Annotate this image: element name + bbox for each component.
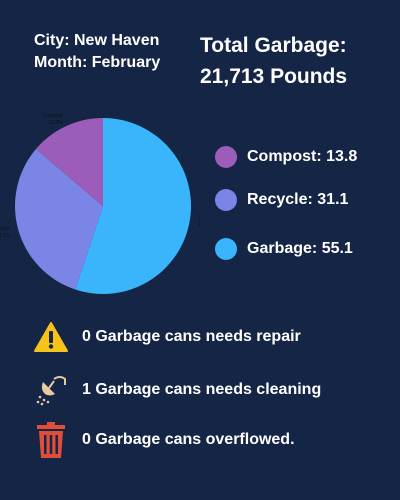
status-cleaning: 1 Garbage cans needs cleaning [32,371,321,409]
shower-icon [32,371,70,409]
pie-label-recycle-pct: 31.1% [0,233,11,239]
warning-icon [32,318,70,356]
legend-label-garbage: Garbage: 55.1 [247,240,353,257]
legend-dot-garbage [215,238,237,260]
legend-dot-compost [215,146,237,168]
total-value: 21,713 Pounds [200,65,348,88]
pie-slice-recycle [14,149,103,290]
pie-label-trash-pct: 55.1% [198,222,200,228]
legend-item-compost: Compost: 13.8 [215,146,357,168]
legend-label-compost: Compost: 13.8 [247,148,358,165]
total-title: Total Garbage: [200,34,347,57]
pie-label-recycle-name: Recycle [0,226,11,232]
city-label: City: New Haven [34,32,160,49]
legend-dot-recycle [215,189,237,211]
legend-label-recycle: Recycle: 31.1 [247,191,349,208]
status-overflow-text: 0 Garbage cans overflowed. [82,431,295,448]
pie-slice-trash [75,118,192,294]
status-overflow: 0 Garbage cans overflowed. [32,421,295,459]
legend-item-garbage: Garbage: 55.1 [215,238,353,260]
status-repair: 0 Garbage cans needs repair [32,318,301,356]
trash-can-icon [32,421,70,459]
pie-label-trash-name: Trash [198,215,200,221]
month-label: Month: February [34,54,161,71]
status-cleaning-text: 1 Garbage cans needs cleaning [82,381,322,398]
city-month-info: City: New Haven Month: February [34,30,160,74]
status-repair-text: 0 Garbage cans needs repair [82,328,301,345]
pie-slice-compost [35,118,103,206]
legend-item-recycle: Recycle: 31.1 [215,189,348,211]
pie-label-compost-pct: 13.8% [48,120,63,126]
pie-label-compost-name: Compost [43,113,64,119]
total-garbage: Total Garbage: 21,713 Pounds [200,30,347,92]
